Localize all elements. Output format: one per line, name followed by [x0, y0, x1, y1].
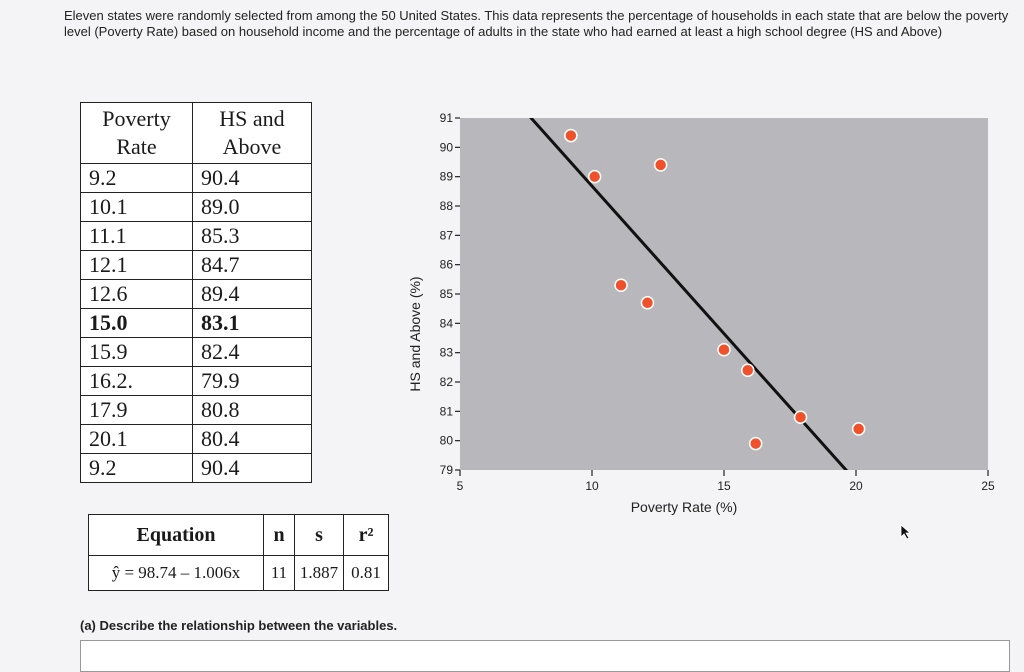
header-n: n [263, 514, 295, 556]
y-tick-label: 85 [440, 287, 454, 301]
cell-hs: 90.4 [192, 163, 312, 193]
data-table-header: Poverty Rate HS and Above [80, 102, 312, 164]
x-axis-label: Poverty Rate (%) [631, 499, 738, 515]
header-equation: Equation [88, 514, 264, 556]
y-tick-label: 86 [440, 258, 454, 272]
y-tick-label: 89 [440, 170, 454, 184]
x-tick-label: 5 [457, 479, 464, 493]
y-tick-label: 84 [440, 316, 454, 330]
y-tick-label: 82 [440, 375, 454, 389]
y-tick-label: 79 [440, 463, 454, 477]
plot-area [460, 118, 988, 470]
data-point [748, 436, 763, 451]
answer-input[interactable] [80, 640, 1010, 672]
table-row: 15.0 83.1 [80, 308, 312, 338]
s-value: 1.887 [294, 555, 344, 591]
header-poverty-rate: Poverty Rate [80, 102, 193, 164]
data-point [564, 128, 578, 143]
x-tick-label: 25 [981, 479, 995, 493]
table-row: 10.1 89.0 [80, 192, 312, 222]
regression-header-row: Equation n s r² [88, 514, 389, 556]
table-row: 20.1 80.4 [80, 424, 312, 454]
x-tick-label: 10 [585, 479, 599, 493]
cell-hs: 89.4 [192, 279, 312, 309]
data-point [851, 422, 866, 436]
cell-poverty: 15.9 [80, 337, 193, 367]
cell-hs: 84.7 [192, 250, 312, 280]
table-row: 15.9 82.4 [80, 337, 312, 367]
y-tick-label: 88 [440, 199, 454, 213]
cell-hs: 83.1 [192, 308, 312, 338]
cell-poverty: 12.1 [80, 250, 193, 280]
cell-poverty: 9.2 [80, 163, 193, 193]
y-tick-label: 81 [440, 404, 454, 418]
y-tick-label: 90 [440, 140, 454, 154]
cell-hs: 85.3 [192, 221, 312, 251]
x-tick-label: 15 [717, 479, 731, 493]
r-squared-value: 0.81 [343, 555, 389, 591]
data-table: Poverty Rate HS and Above 9.2 90.4 10.1 89.0… [80, 102, 312, 483]
table-row: 11.1 85.3 [80, 221, 312, 251]
regression-values-row: ŷ = 98.74 – 1.006x 11 1.887 0.81 [88, 555, 389, 591]
table-row: 12.6 89.4 [80, 279, 312, 309]
table-row: 12.1 84.7 [80, 250, 312, 280]
data-point [793, 410, 808, 424]
question-a: (a) Describe the relationship between th… [80, 618, 398, 633]
cell-hs: 89.0 [192, 192, 312, 222]
data-point [587, 169, 602, 184]
cell-poverty: 12.6 [80, 279, 193, 309]
table-row: 17.9 80.8 [80, 395, 312, 425]
cell-hs: 80.4 [192, 424, 312, 454]
data-point [640, 296, 655, 310]
regression-line [529, 118, 849, 470]
n-value: 11 [263, 555, 295, 591]
y-tick-label: 91 [440, 111, 454, 125]
cell-poverty: 17.9 [80, 395, 193, 425]
y-tick-label: 80 [440, 434, 454, 448]
x-tick-label: 20 [849, 479, 863, 493]
cell-hs: 79.9 [192, 366, 312, 396]
cell-poverty: 15.0 [80, 308, 193, 338]
y-tick-label: 83 [440, 346, 454, 360]
data-point [741, 363, 755, 378]
header-s: s [294, 514, 344, 556]
y-axis-label: HS and Above (%) [407, 276, 423, 391]
y-tick-label: 87 [440, 228, 454, 242]
cell-poverty: 10.1 [80, 192, 193, 222]
cursor-icon [900, 524, 912, 540]
regression-table: Equation n s r² ŷ = 98.74 – 1.006x 11 1.… [88, 514, 389, 591]
table-row: 16.2. 79.9 [80, 366, 312, 396]
intro-text: Eleven states were randomly selected fro… [64, 8, 1009, 39]
cell-poverty: 16.2. [80, 366, 193, 396]
cell-hs: 90.4 [192, 453, 312, 483]
equation-value: ŷ = 98.74 – 1.006x [88, 555, 264, 591]
scatter-chart: 79 80 81 82 83 84 85 86 87 88 89 90 91 5 10 15 20 25 Pover… [407, 111, 995, 515]
cell-hs: 80.8 [192, 395, 312, 425]
header-r-squared: r² [343, 514, 389, 556]
table-row: 9.2 90.4 [80, 163, 312, 193]
cell-poverty: 9.2 [80, 453, 193, 483]
cell-poverty: 11.1 [80, 221, 193, 251]
data-point [653, 158, 668, 172]
data-point [614, 278, 628, 292]
cell-poverty: 20.1 [80, 424, 193, 454]
cell-hs: 82.4 [192, 337, 312, 367]
data-point [717, 342, 731, 357]
table-row: 9.2 90.4 [80, 453, 312, 483]
header-hs-above: HS and Above [192, 102, 312, 164]
